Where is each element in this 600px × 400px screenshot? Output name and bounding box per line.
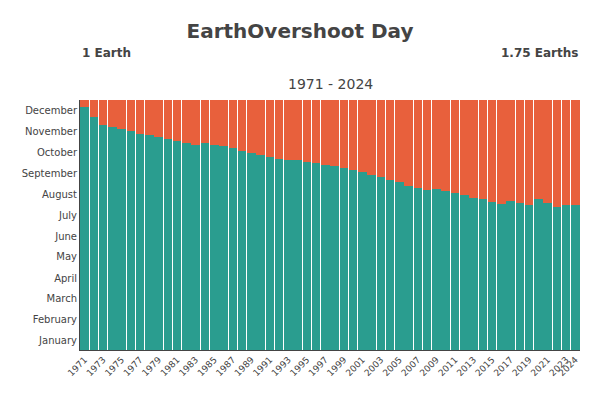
svg-text:2005: 2005: [381, 355, 404, 378]
svg-text:December: December: [25, 105, 78, 116]
svg-text:2011: 2011: [436, 355, 459, 378]
svg-text:1985: 1985: [196, 355, 219, 378]
svg-text:1971: 1971: [66, 355, 89, 378]
svg-text:April: April: [54, 273, 77, 284]
svg-text:2017: 2017: [492, 355, 515, 378]
svg-text:February: February: [33, 314, 77, 325]
svg-text:2013: 2013: [455, 355, 478, 378]
svg-text:October: October: [37, 147, 78, 158]
svg-text:July: July: [58, 210, 77, 221]
svg-text:June: June: [54, 231, 77, 242]
svg-text:2003: 2003: [362, 355, 385, 378]
svg-text:1975: 1975: [103, 355, 126, 378]
svg-text:March: March: [47, 293, 77, 304]
svg-text:2024: 2024: [557, 355, 580, 378]
svg-text:November: November: [25, 126, 78, 137]
svg-text:2001: 2001: [344, 355, 367, 378]
svg-text:1995: 1995: [288, 355, 311, 378]
svg-text:1.75 Earths: 1.75 Earths: [501, 46, 578, 60]
svg-text:1999: 1999: [325, 355, 348, 378]
svg-text:May: May: [56, 251, 77, 262]
svg-text:2009: 2009: [418, 355, 441, 378]
svg-text:2023: 2023: [547, 355, 570, 378]
svg-text:1979: 1979: [140, 355, 163, 378]
svg-text:1991: 1991: [251, 355, 274, 378]
svg-text:2015: 2015: [473, 355, 496, 378]
svg-text:1977: 1977: [122, 355, 145, 378]
svg-text:2007: 2007: [399, 355, 422, 378]
svg-text:1973: 1973: [84, 355, 107, 378]
svg-text:1987: 1987: [214, 355, 237, 378]
svg-text:1983: 1983: [177, 355, 200, 378]
svg-text:January: January: [38, 335, 77, 346]
svg-text:2021: 2021: [529, 355, 552, 378]
svg-text:1993: 1993: [270, 355, 293, 378]
svg-text:2019: 2019: [510, 355, 533, 378]
svg-text:1971 - 2024: 1971 - 2024: [288, 76, 373, 92]
svg-text:EarthOvershoot Day: EarthOvershoot Day: [187, 19, 414, 43]
svg-text:1981: 1981: [159, 355, 182, 378]
svg-text:August: August: [42, 189, 77, 200]
svg-text:1 Earth: 1 Earth: [82, 46, 131, 60]
svg-text:1989: 1989: [233, 355, 256, 378]
svg-text:1997: 1997: [307, 355, 330, 378]
svg-text:September: September: [22, 168, 78, 179]
